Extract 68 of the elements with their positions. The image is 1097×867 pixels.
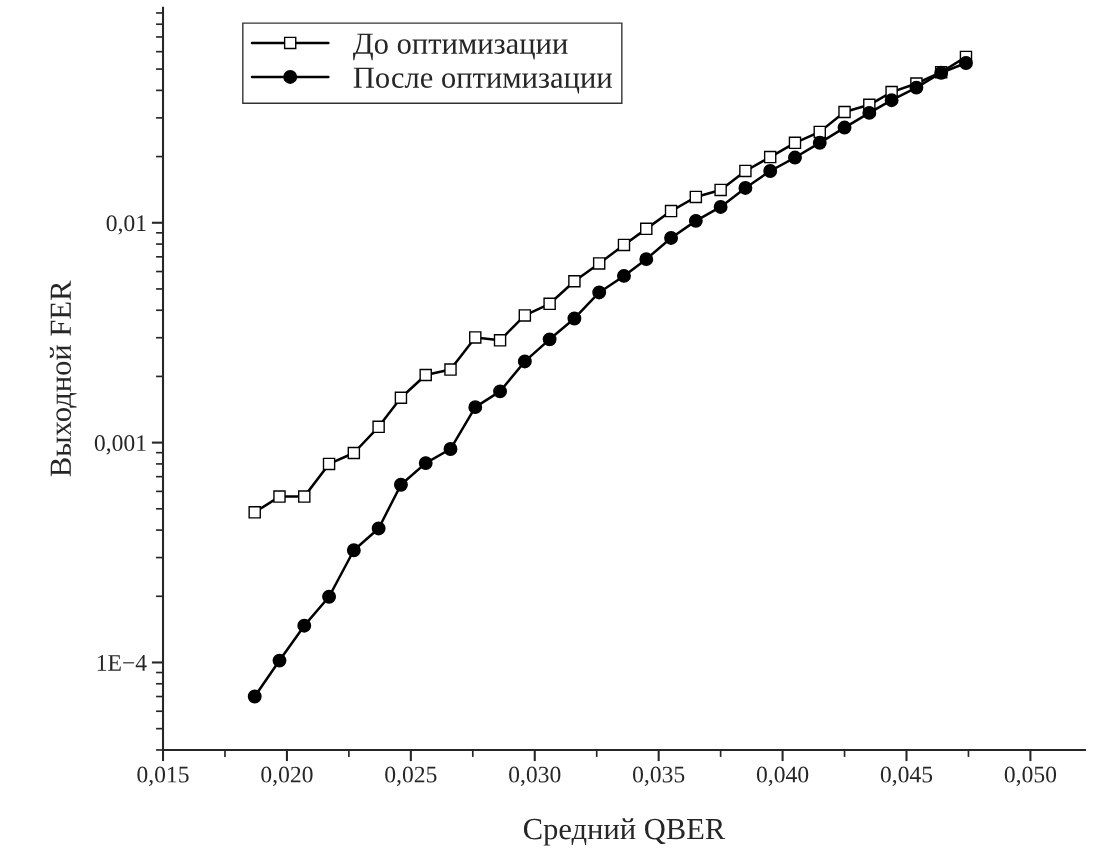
x-tick-label: 0,040 (756, 766, 809, 786)
point (297, 618, 312, 633)
point (812, 135, 827, 150)
x-tick-label: 0,015 (137, 766, 189, 786)
point (617, 268, 631, 283)
point (371, 521, 386, 536)
point (714, 183, 727, 197)
point (543, 297, 556, 311)
point (394, 391, 408, 404)
x-tick-label: 0,030 (509, 766, 561, 786)
point (909, 80, 924, 95)
point (298, 490, 311, 503)
point (664, 204, 678, 218)
point (592, 257, 606, 270)
point (739, 164, 752, 178)
point (273, 490, 286, 503)
point (738, 180, 753, 195)
point (884, 93, 899, 108)
point (517, 354, 532, 369)
point (788, 150, 802, 165)
point (689, 190, 703, 204)
legend-label: После оптимизации (353, 67, 612, 94)
legend-label: До оптимизации (353, 33, 568, 61)
y-tick-label: 0,01 (106, 215, 146, 235)
point (568, 274, 581, 288)
point (639, 252, 654, 267)
point (688, 213, 703, 228)
point (518, 309, 532, 322)
y-tick-label: 1E−4 (97, 655, 147, 671)
point (763, 150, 777, 164)
point (862, 105, 877, 120)
point (567, 311, 582, 326)
point (617, 238, 631, 252)
point (322, 589, 337, 604)
point (347, 446, 361, 460)
point (763, 164, 778, 178)
point (418, 456, 433, 471)
point (664, 230, 679, 245)
point (592, 285, 607, 300)
point (346, 543, 361, 558)
point (959, 56, 973, 70)
point (468, 400, 483, 415)
x-tick-label: 0,035 (633, 766, 685, 786)
point (838, 105, 851, 119)
point (393, 477, 408, 492)
point (247, 689, 262, 704)
y-tick-label: 0,001 (94, 435, 146, 455)
point (493, 334, 507, 347)
point (372, 420, 385, 434)
point (444, 363, 457, 376)
point (272, 653, 287, 668)
x-tick-label: 0,025 (385, 766, 437, 786)
point (542, 332, 557, 347)
x-tick-label: 0,020 (261, 766, 313, 786)
x-tick-label: 0,045 (880, 766, 933, 786)
point (469, 331, 482, 344)
point (322, 457, 336, 471)
point (248, 506, 261, 519)
point (837, 120, 852, 135)
x-axis-title: Средний QBER (523, 818, 726, 846)
point (493, 384, 508, 399)
point (788, 136, 802, 150)
x-tick-label: 0,050 (1004, 766, 1057, 786)
y-axis-title: Выходной FER (49, 280, 77, 477)
point (419, 368, 432, 382)
point (713, 200, 728, 214)
point (443, 442, 458, 456)
point (640, 222, 653, 236)
